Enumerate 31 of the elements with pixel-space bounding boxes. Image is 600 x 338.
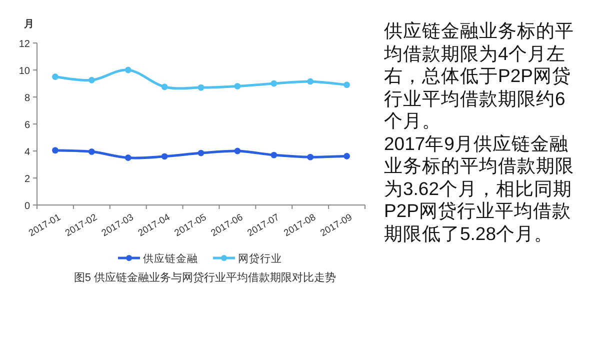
- point: [52, 147, 58, 154]
- point: [270, 152, 278, 158]
- caption: 图5 供应链金融业务与网贷行业平均借款期限对比走势: [74, 271, 336, 284]
- point: [270, 80, 278, 87]
- point: [307, 78, 314, 85]
- point: [198, 150, 204, 156]
- y-tick-label: 12: [18, 39, 30, 50]
- legend-label: 供应链金融: [143, 252, 198, 265]
- point: [198, 84, 204, 91]
- point: [234, 148, 241, 154]
- point: [344, 82, 350, 88]
- y-tick-label: 4: [24, 147, 30, 158]
- legend-label: 网贷行业: [238, 252, 282, 265]
- y-tick-label: 0: [24, 201, 30, 212]
- y-axis-title: 月: [23, 19, 34, 30]
- point: [88, 148, 95, 155]
- y-tick-label: 6: [24, 120, 30, 131]
- text: 2017年9月供应链金融业务标的平均借款期限为3.62个月，相比同期P2P网贷行业平均借款期限低了5.28个月。: [384, 132, 575, 245]
- text: 供应链金融业务标的平均借款期限为4个月左右，总体低于P2P网贷行业平均借款期限约6个月。: [384, 20, 575, 132]
- point: [124, 154, 132, 161]
- y-tick-label: 8: [24, 93, 30, 104]
- point: [161, 153, 168, 160]
- point: [52, 74, 58, 80]
- y-tick-label: 10: [18, 66, 30, 77]
- point: [161, 84, 168, 90]
- point: [344, 152, 350, 160]
- point: [88, 76, 95, 84]
- y-tick-label: 2: [24, 174, 30, 185]
- point: [307, 154, 314, 160]
- point: [234, 83, 241, 90]
- point: [124, 66, 132, 74]
